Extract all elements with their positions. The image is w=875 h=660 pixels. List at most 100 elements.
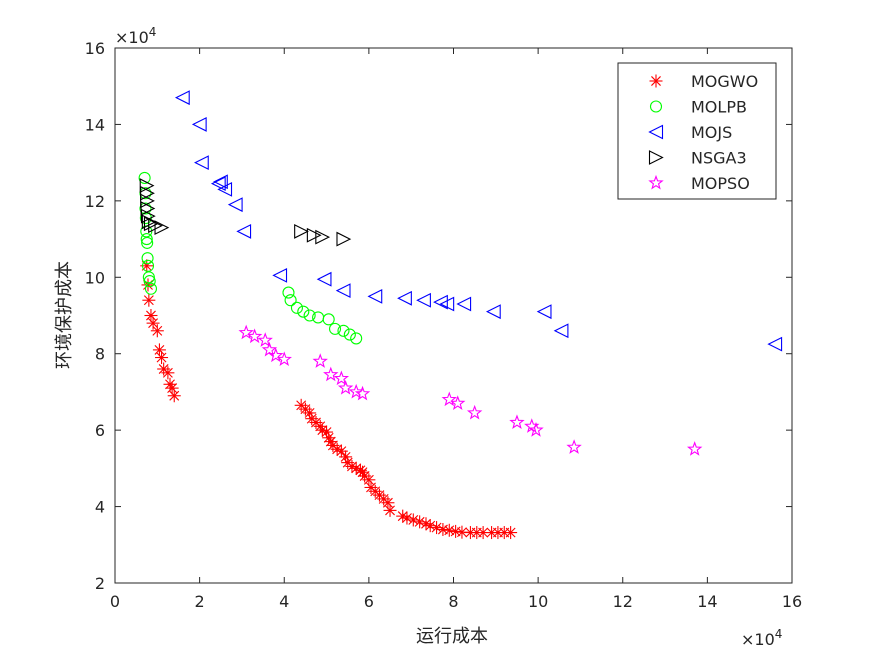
data-point-molpb	[141, 236, 154, 249]
data-point-molpb	[139, 202, 152, 215]
x-tick-label: 4	[279, 592, 289, 611]
data-point-mojs	[227, 197, 243, 213]
data-point-mogwo	[152, 343, 166, 357]
data-point-molpb	[284, 294, 297, 307]
x-tick-label: 16	[782, 592, 802, 611]
data-point-mogwo	[339, 450, 353, 464]
legend[interactable]: MOGWO MOLPB MOJS NSGA3 MOPSO	[617, 62, 777, 200]
legend-box	[617, 62, 777, 200]
x-tick-label: 2	[195, 592, 205, 611]
data-point-nsga3	[336, 231, 352, 247]
data-point-mopso	[261, 341, 278, 357]
data-point-mojs	[316, 271, 332, 287]
data-point-mogwo	[161, 366, 175, 380]
data-point-mojs	[397, 290, 412, 306]
data-point-mogwo	[146, 316, 160, 330]
legend-label-mopso: MOPSO	[691, 174, 750, 193]
data-point-mojs	[213, 174, 228, 190]
data-point-molpb	[297, 305, 310, 318]
data-point-mopso	[348, 383, 364, 399]
data-point-mojs	[536, 304, 552, 320]
series-mojs	[174, 90, 783, 352]
data-point-molpb	[303, 309, 316, 322]
data-point-mojs	[367, 289, 383, 304]
data-point-molpb	[328, 322, 342, 335]
data-point-mojs	[485, 304, 501, 320]
data-point-molpb	[143, 275, 156, 288]
data-point-mopso	[509, 414, 525, 430]
data-point-nsga3	[140, 193, 155, 209]
x-axis-exponent: ×104	[741, 627, 782, 649]
data-point-mopso	[312, 353, 328, 368]
data-point-mojs	[439, 296, 455, 312]
data-point-mogwo	[356, 465, 370, 479]
y-tick-label: 14	[85, 115, 105, 134]
legend-label-molpb: MOLPB	[691, 98, 747, 117]
data-point-mogwo	[141, 278, 155, 292]
y-tick-label: 4	[95, 498, 105, 517]
data-point-mopso	[268, 347, 284, 363]
data-point-mopso	[323, 366, 339, 382]
legend-marker-mogwo	[649, 74, 663, 88]
y-axis-exponent: ×104	[115, 25, 156, 47]
data-point-mogwo	[383, 503, 397, 517]
data-point-mopso	[354, 385, 371, 401]
data-point-mogwo	[324, 435, 338, 449]
data-point-mogwo	[436, 523, 450, 536]
legend-marker-mopso	[648, 174, 664, 190]
data-point-mopso	[441, 391, 457, 407]
data-point-mogwo	[381, 496, 395, 510]
data-point-mojs	[217, 182, 233, 197]
data-point-nsga3	[154, 220, 170, 235]
data-point-mojs	[191, 117, 207, 132]
data-point-mogwo	[155, 351, 169, 365]
data-point-mojs	[335, 283, 351, 299]
data-point-mojs	[194, 155, 209, 171]
data-point-molpb	[282, 286, 295, 299]
x-tick-label: 12	[613, 592, 633, 611]
data-point-mopso	[337, 380, 354, 395]
data-point-nsga3	[139, 178, 155, 193]
data-point-nsga3	[294, 224, 309, 239]
data-point-mojs	[456, 296, 472, 312]
data-point-molpb	[337, 324, 350, 337]
data-point-mopso	[686, 441, 703, 456]
data-point-mogwo	[150, 324, 164, 338]
data-points	[138, 90, 783, 540]
data-point-nsga3	[315, 229, 331, 245]
data-point-mogwo	[165, 381, 179, 395]
data-point-mopso	[238, 324, 254, 340]
y-tick-label: 8	[95, 345, 105, 364]
series-molpb	[138, 171, 363, 345]
data-point-mogwo	[362, 473, 376, 487]
y-tick-label: 12	[85, 192, 105, 211]
data-point-nsga3	[140, 185, 155, 201]
data-point-mogwo	[504, 526, 518, 540]
data-point-molpb	[290, 301, 303, 314]
data-point-molpb	[322, 313, 335, 326]
data-point-nsga3	[306, 227, 322, 243]
data-point-mopso	[333, 370, 350, 386]
data-point-mopso	[528, 422, 544, 437]
data-point-mopso	[466, 404, 483, 420]
data-point-mojs	[433, 294, 448, 310]
data-point-mopso	[246, 328, 263, 344]
data-point-mojs	[174, 90, 190, 106]
y-tick-label: 6	[95, 421, 105, 440]
data-point-mojs	[210, 176, 226, 192]
x-tick-label: 0	[110, 592, 120, 611]
data-point-molpb	[138, 171, 151, 184]
data-point-mogwo	[442, 523, 456, 537]
data-point-mojs	[236, 224, 252, 239]
data-point-mojs	[553, 323, 569, 339]
y-tick-label: 16	[85, 39, 105, 58]
data-point-mopso	[450, 395, 466, 410]
x-tick-label: 6	[364, 592, 374, 611]
legend-marker-molpb	[649, 100, 663, 113]
data-point-mogwo	[144, 309, 158, 322]
legend-marker-mojs	[648, 124, 664, 140]
data-point-molpb	[350, 332, 363, 345]
series-mopso	[238, 324, 703, 456]
legend-marker-nsga3	[648, 150, 664, 165]
